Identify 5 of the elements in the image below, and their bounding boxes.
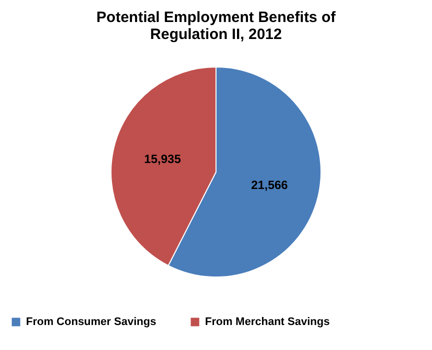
legend-label: From Consumer Savings (26, 316, 156, 328)
chart-title: Potential Employment Benefits of Regulation II, 2012 (96, 9, 337, 43)
data-label: 15,935 (144, 152, 182, 166)
data-label: 21,566 (251, 178, 288, 192)
legend-label: From Merchant Savings (205, 316, 330, 328)
